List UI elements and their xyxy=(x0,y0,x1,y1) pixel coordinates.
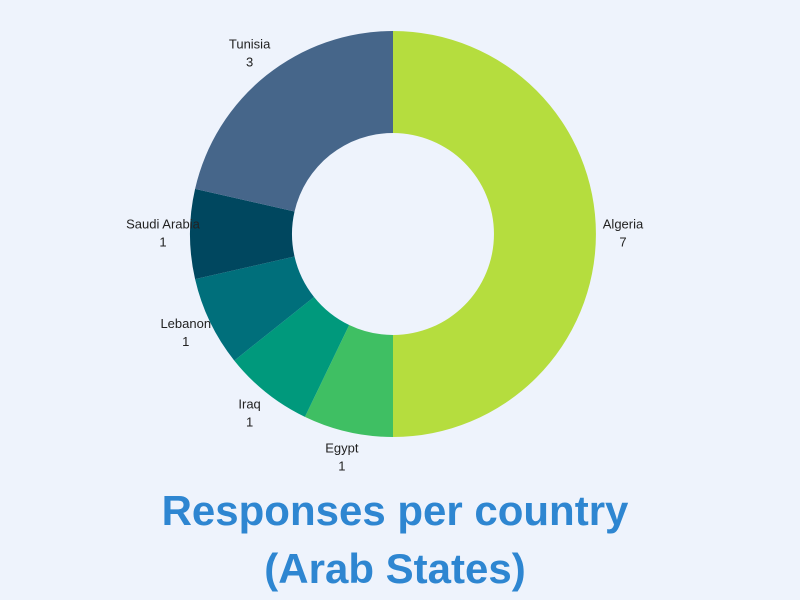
slice-label: Iraq xyxy=(238,396,260,411)
donut-slice xyxy=(195,256,315,361)
donut-slice xyxy=(234,296,350,417)
chart-title: Responses per country (Arab States) xyxy=(161,487,629,592)
slice-value: 7 xyxy=(619,234,626,249)
slice-label: Saudi Arabia xyxy=(126,216,200,231)
donut-slice xyxy=(393,31,596,437)
slice-label: Egypt xyxy=(325,441,359,456)
slice-value: 1 xyxy=(246,414,253,429)
slice-label: Lebanon xyxy=(160,316,211,331)
donut-slice xyxy=(189,188,295,280)
slice-label: Tunisia xyxy=(229,37,271,52)
slice-label: Algeria xyxy=(603,216,644,231)
slice-value: 1 xyxy=(159,234,166,249)
donut-slice xyxy=(195,31,393,212)
donut-slice xyxy=(304,324,393,437)
slice-value: 1 xyxy=(338,459,345,474)
slice-value: 1 xyxy=(182,334,189,349)
chart: Algeria 7 Egypt 1 Iraq 1 Lebanon 1 Saudi Arabia 1… xyxy=(126,31,644,474)
slice-value: 3 xyxy=(246,55,253,70)
